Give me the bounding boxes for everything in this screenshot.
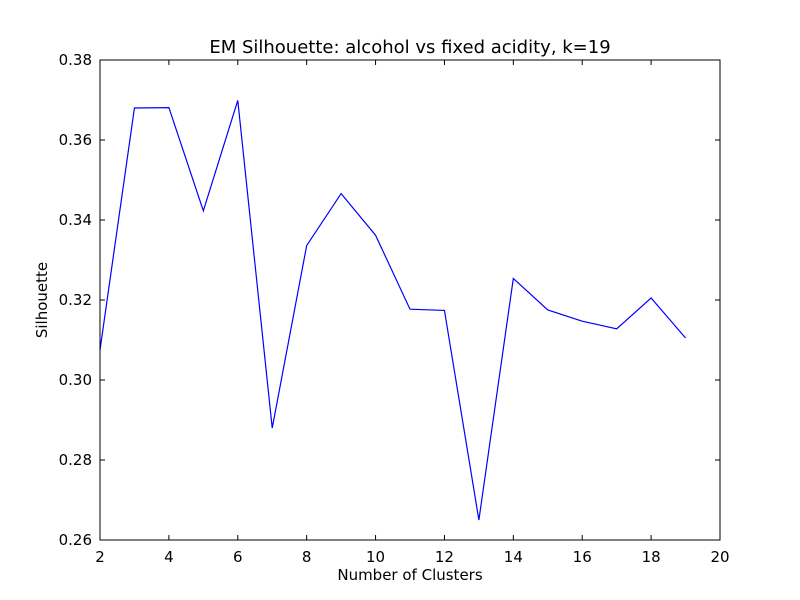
y-tick-label: 0.32: [59, 291, 92, 309]
series-layer: [99, 100, 687, 521]
y-tick-label: 0.26: [59, 531, 92, 549]
y-axis-label: Silhouette: [33, 262, 51, 338]
y-tick-label: 0.38: [59, 51, 92, 69]
x-tick-label: 4: [164, 548, 174, 566]
x-tick-label: 20: [710, 548, 729, 566]
y-tick-label: 0.34: [59, 211, 92, 229]
x-tick-label: 2: [95, 548, 105, 566]
x-tick-label: 12: [435, 548, 454, 566]
x-tick-label: 8: [302, 548, 312, 566]
series-line: [99, 100, 687, 521]
x-tick-label: 14: [504, 548, 523, 566]
x-tick-label: 10: [366, 548, 385, 566]
x-tick-label: 16: [573, 548, 592, 566]
y-tick-label: 0.28: [59, 451, 92, 469]
x-tick-label: 18: [642, 548, 661, 566]
x-axis-label: Number of Clusters: [337, 566, 482, 584]
chart-title: EM Silhouette: alcohol vs fixed acidity,…: [209, 37, 610, 58]
x-tick-label: 6: [233, 548, 243, 566]
ticks-layer: 2 4 6 8 10 12 14 16 18 20 0.26 0.28 0.30 0.32 0.34 0.36…: [59, 51, 730, 566]
y-tick-label: 0.36: [59, 131, 92, 149]
y-tick-label: 0.30: [59, 371, 92, 389]
